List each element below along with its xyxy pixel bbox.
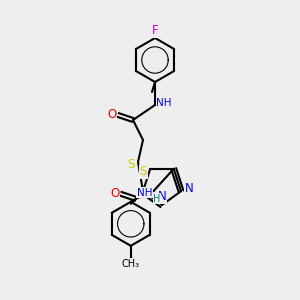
Text: S: S — [127, 158, 135, 170]
Text: N: N — [158, 190, 166, 203]
Text: CH₃: CH₃ — [122, 259, 140, 269]
Text: N: N — [184, 182, 194, 195]
Text: O: O — [110, 187, 119, 200]
Text: NH: NH — [137, 188, 152, 198]
Text: H: H — [153, 194, 160, 204]
Text: S: S — [140, 165, 147, 178]
Text: F: F — [152, 25, 158, 38]
Text: NH: NH — [156, 98, 172, 108]
Text: O: O — [107, 109, 117, 122]
